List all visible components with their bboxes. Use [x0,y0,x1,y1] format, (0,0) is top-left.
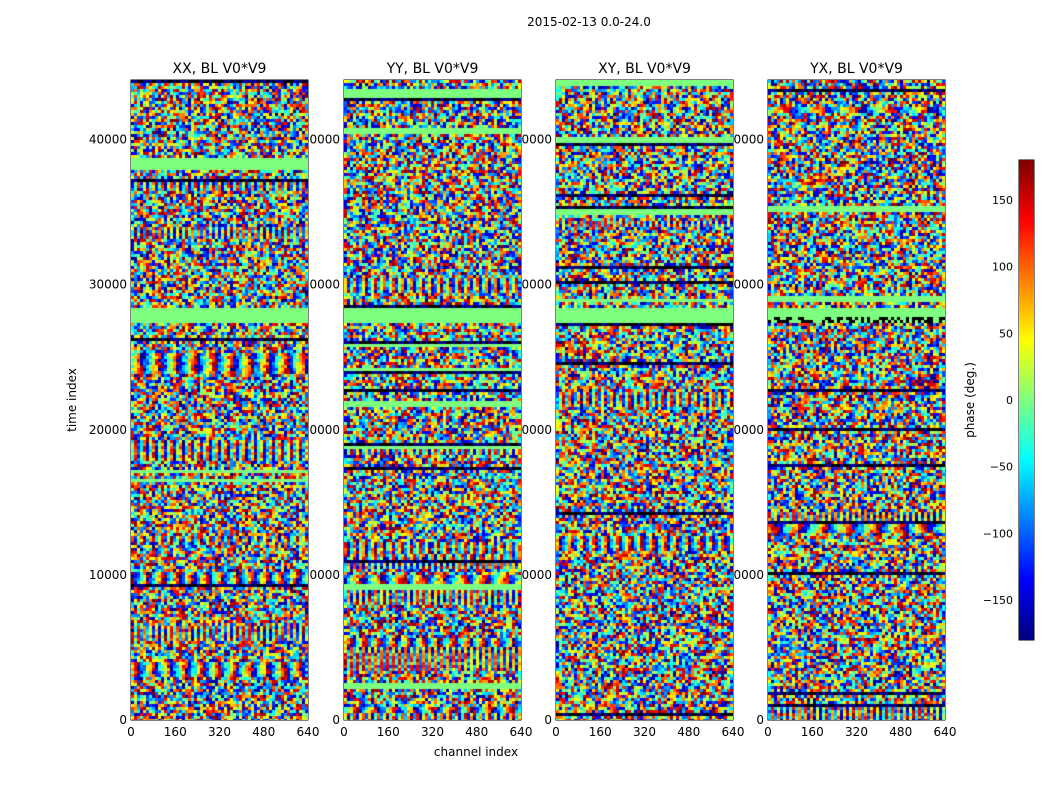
x-tick-label: 320 [633,725,656,739]
y-tick-label: 20000 [726,423,764,437]
panel-title-1: XX, BL V0*V9 [173,61,267,77]
colorbar-tick-label: −100 [983,527,1013,540]
x-tick-label: 320 [208,725,231,739]
y-tick-label: 40000 [514,133,552,147]
y-tick-label: 40000 [302,133,340,147]
x-tick-label: 160 [589,725,612,739]
x-tick-label: 0 [552,725,560,739]
x-tick-label: 480 [889,725,912,739]
x-tick-label: 480 [465,725,488,739]
y-tick-label: 10000 [514,568,552,582]
y-axis-label: time index [65,368,79,432]
colorbar-tick-label: 0 [1006,394,1013,407]
x-tick-label: 640 [510,725,533,739]
colorbar-tick-label: −50 [990,461,1013,474]
y-tick-label: 0 [544,713,552,727]
heatmap-image-1 [131,80,308,720]
y-tick-label: 30000 [726,278,764,292]
x-tick-label: 640 [297,725,320,739]
colorbar-label: phase (deg.) [963,362,977,438]
y-tick-label: 20000 [89,423,127,437]
colorbar-tick-label: 50 [999,327,1013,340]
heatmap-image-4 [768,80,945,720]
colorbar-tick-label: 150 [992,194,1013,207]
x-tick-label: 480 [677,725,700,739]
y-tick-label: 10000 [302,568,340,582]
heatmap-image-3 [556,80,733,720]
y-tick-label: 40000 [89,133,127,147]
y-tick-label: 20000 [514,423,552,437]
y-tick-label: 30000 [89,278,127,292]
colorbar-gradient [1019,160,1034,640]
y-tick-label: 0 [119,713,127,727]
colorbar-tick-label: −150 [983,594,1013,607]
panel-title-4: YX, BL V0*V9 [809,61,903,77]
y-tick-label: 20000 [302,423,340,437]
x-axis-label: channel index [434,745,518,759]
figure-title: 2015-02-13 0.0-24.0 [527,15,651,29]
y-tick-label: 0 [332,713,340,727]
x-tick-label: 0 [127,725,135,739]
x-tick-label: 640 [934,725,957,739]
x-tick-label: 160 [801,725,824,739]
colorbar-tick-label: 100 [992,261,1013,274]
x-tick-label: 320 [421,725,444,739]
x-tick-label: 320 [845,725,868,739]
x-tick-label: 640 [722,725,745,739]
y-tick-label: 40000 [726,133,764,147]
y-tick-label: 10000 [726,568,764,582]
heatmap-image-2 [344,80,521,720]
x-tick-label: 0 [340,725,348,739]
x-tick-label: 0 [764,725,772,739]
y-tick-label: 0 [756,713,764,727]
x-tick-label: 480 [252,725,275,739]
x-tick-label: 160 [377,725,400,739]
x-tick-label: 160 [164,725,187,739]
panel-title-3: XY, BL V0*V9 [598,61,691,77]
panel-title-2: YY, BL V0*V9 [386,61,479,77]
y-tick-label: 30000 [514,278,552,292]
y-tick-label: 30000 [302,278,340,292]
y-tick-label: 10000 [89,568,127,582]
